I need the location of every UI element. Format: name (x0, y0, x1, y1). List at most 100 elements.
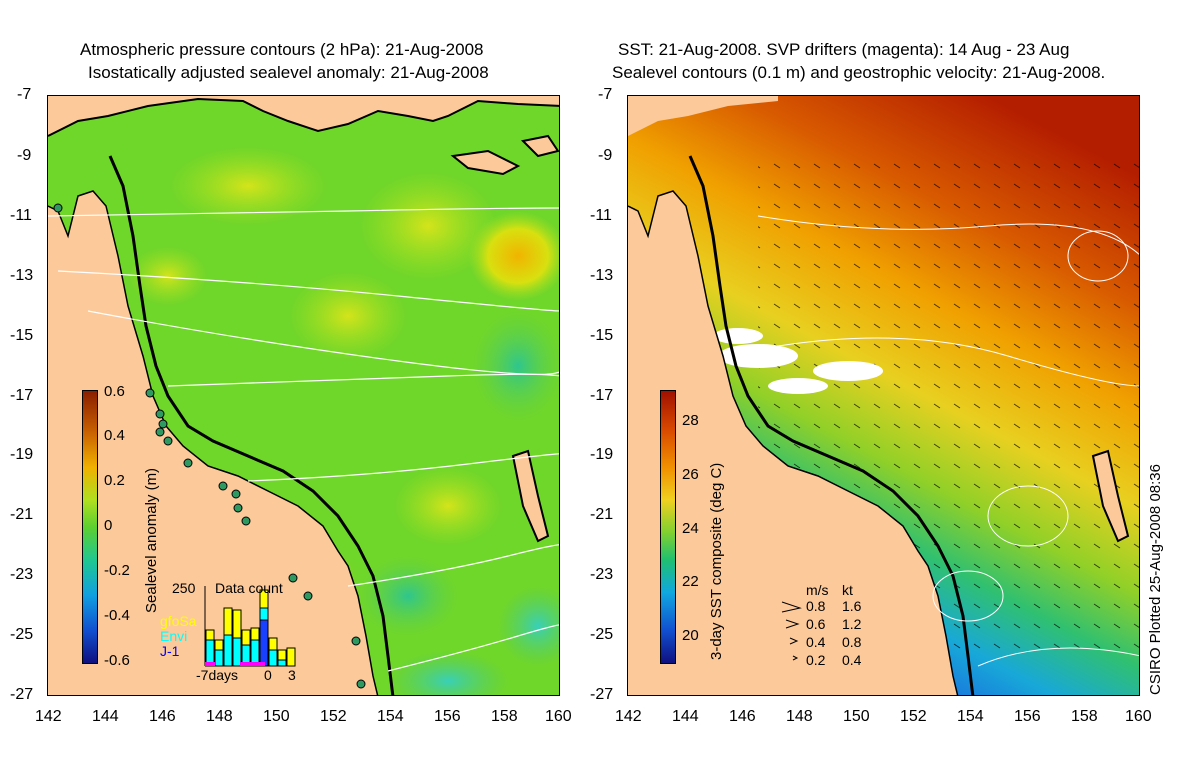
lat-tick-label: -15 (590, 327, 614, 344)
australia-coastline (628, 190, 959, 695)
north-coastline (48, 97, 559, 137)
lat-tick-label: -17 (10, 387, 34, 404)
data-count-x-label: 3 (288, 667, 296, 683)
sla-low-region (358, 556, 458, 636)
velocity-legend-ms: 0.2 (806, 652, 826, 668)
lat-tick-label: -17 (590, 387, 614, 404)
lat-tick-label: -11 (10, 207, 32, 224)
left-map-title-line1: Atmospheric pressure contours (2 hPa): 2… (80, 40, 484, 59)
sst-colorbar-tick: 22 (682, 573, 699, 590)
lon-tick-label: 150 (843, 708, 870, 725)
sealevel-colorbar-label: Sealevel anomaly (m) (143, 467, 160, 613)
velocity-legend-kt: 0.8 (842, 634, 862, 650)
drifter-count-strip (205, 662, 215, 666)
lon-tick-label: 148 (206, 708, 233, 725)
sealevel-colorbar-tick: -0.2 (104, 562, 130, 579)
sst-map-svg (628, 96, 1139, 695)
sst-colorbar-tick: 28 (682, 412, 699, 429)
data-count-ymax: 250 (172, 580, 196, 596)
island (450, 149, 521, 176)
right-map-title-line2: Sealevel contours (0.1 m) and geostrophi… (612, 63, 1106, 82)
data-count-bars (205, 589, 296, 667)
pressure-contour (48, 207, 559, 217)
velocity-legend-ms: 0.6 (806, 616, 826, 632)
sst-colorbar-tick: 24 (682, 520, 699, 537)
sealevel-colorbar-tick: 0.2 (104, 472, 125, 489)
lat-tick-label: -9 (17, 147, 32, 164)
lon-tick-label: 158 (1071, 708, 1098, 725)
sst-colorbar (660, 390, 676, 664)
velocity-legend-kt: 1.2 (842, 616, 862, 632)
drifter-count-strip (240, 662, 265, 666)
lon-tick-label: 156 (1014, 708, 1041, 725)
lat-tick-label: -15 (10, 327, 34, 344)
lon-tick-label: 144 (92, 708, 119, 725)
reef-shelf-edge (688, 155, 975, 695)
sealevel-colorbar-tick: 0.6 (104, 383, 125, 400)
data-count-title: Data count (215, 580, 283, 596)
pressure-contour (347, 544, 559, 587)
lat-tick-label: -27 (590, 686, 614, 703)
sst-map[interactable] (627, 95, 1140, 696)
sealevel-anomaly-map[interactable] (47, 95, 560, 696)
sst-colorbar-label: 3-day SST composite (deg C) (708, 462, 725, 660)
plot-credit: CSIRO Plotted 25-Aug-2008 08:36 (1147, 464, 1164, 695)
velocity-legend-kt: 0.4 (842, 652, 862, 668)
lon-tick-label: 156 (434, 708, 461, 725)
lon-tick-label: 148 (786, 708, 813, 725)
lon-tick-label: 154 (377, 708, 404, 725)
lat-tick-label: -13 (590, 267, 614, 284)
sst-colorbar-tick: 20 (682, 627, 699, 644)
new-guinea-landmass (48, 96, 559, 136)
pressure-contour (387, 624, 559, 672)
velocity-legend-ms: 0.4 (806, 634, 826, 650)
pressure-contour (167, 373, 559, 387)
sealevel-colorbar-tick: 0 (104, 517, 113, 534)
lon-tick-label: 152 (900, 708, 927, 725)
lon-tick-label: 142 (615, 708, 642, 725)
data-count-chart (204, 586, 296, 667)
data-count-x-label: -7days (196, 667, 239, 683)
sst-colorbar-tick: 26 (682, 466, 699, 483)
lon-tick-label: 158 (491, 708, 518, 725)
sealevel-colorbar (82, 390, 98, 664)
new-caledonia-island (1091, 449, 1130, 543)
lat-tick-label: -27 (10, 686, 34, 703)
lon-tick-label: 142 (35, 708, 62, 725)
lat-tick-label: -23 (10, 566, 34, 583)
lat-tick-label: -13 (10, 267, 34, 284)
velocity-legend-header-ms: m/s (806, 582, 829, 598)
lat-tick-label: -11 (590, 207, 612, 224)
pressure-contour (247, 453, 559, 482)
data-count-legend-j1: J-1 (160, 643, 180, 659)
lon-tick-label: 160 (545, 708, 572, 725)
data-count-legend-gfosa: gfoSa (160, 613, 197, 629)
sealevel-colorbar-tick: 0.4 (104, 427, 125, 444)
lat-tick-label: -23 (590, 566, 614, 583)
lon-tick-label: 154 (957, 708, 984, 725)
sealevel-contours (757, 215, 1139, 667)
sla-yellow-region (128, 246, 208, 306)
lat-tick-label: -19 (590, 446, 614, 463)
data-count-x-label: 0 (264, 667, 272, 683)
lat-tick-label: -9 (598, 147, 613, 164)
sla-high-region (468, 211, 559, 301)
sla-yellow-region (168, 146, 328, 226)
australia-coastline (48, 190, 379, 695)
lon-tick-label: 150 (263, 708, 290, 725)
sla-low-region (498, 586, 559, 666)
new-guinea-landmass (628, 96, 778, 136)
sealevel-colorbar-tick: -0.4 (104, 607, 130, 624)
left-map-title-line2: Isostatically adjusted sealevel anomaly:… (88, 63, 489, 82)
lat-tick-label: -7 (17, 86, 32, 103)
sla-low-region (388, 651, 508, 695)
lat-tick-label: -25 (590, 626, 614, 643)
sealevel-colorbar-tick: -0.6 (104, 652, 130, 669)
lat-tick-label: -21 (10, 506, 34, 523)
australia-landmass (628, 191, 958, 695)
velocity-legend-kt: 1.6 (842, 598, 862, 614)
island (520, 134, 559, 158)
pressure-contour (57, 270, 559, 312)
australia-landmass (48, 191, 378, 695)
reef-shelf-edge (108, 155, 395, 695)
